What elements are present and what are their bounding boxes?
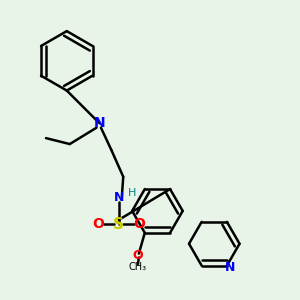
- Text: N: N: [114, 191, 124, 204]
- Text: N: N: [94, 116, 105, 130]
- Text: N: N: [225, 261, 235, 274]
- Text: S: S: [113, 217, 124, 232]
- Text: CH₃: CH₃: [128, 262, 146, 272]
- Text: O: O: [92, 217, 104, 231]
- Text: H: H: [128, 188, 136, 198]
- Text: O: O: [134, 217, 146, 231]
- Text: O: O: [132, 249, 143, 262]
